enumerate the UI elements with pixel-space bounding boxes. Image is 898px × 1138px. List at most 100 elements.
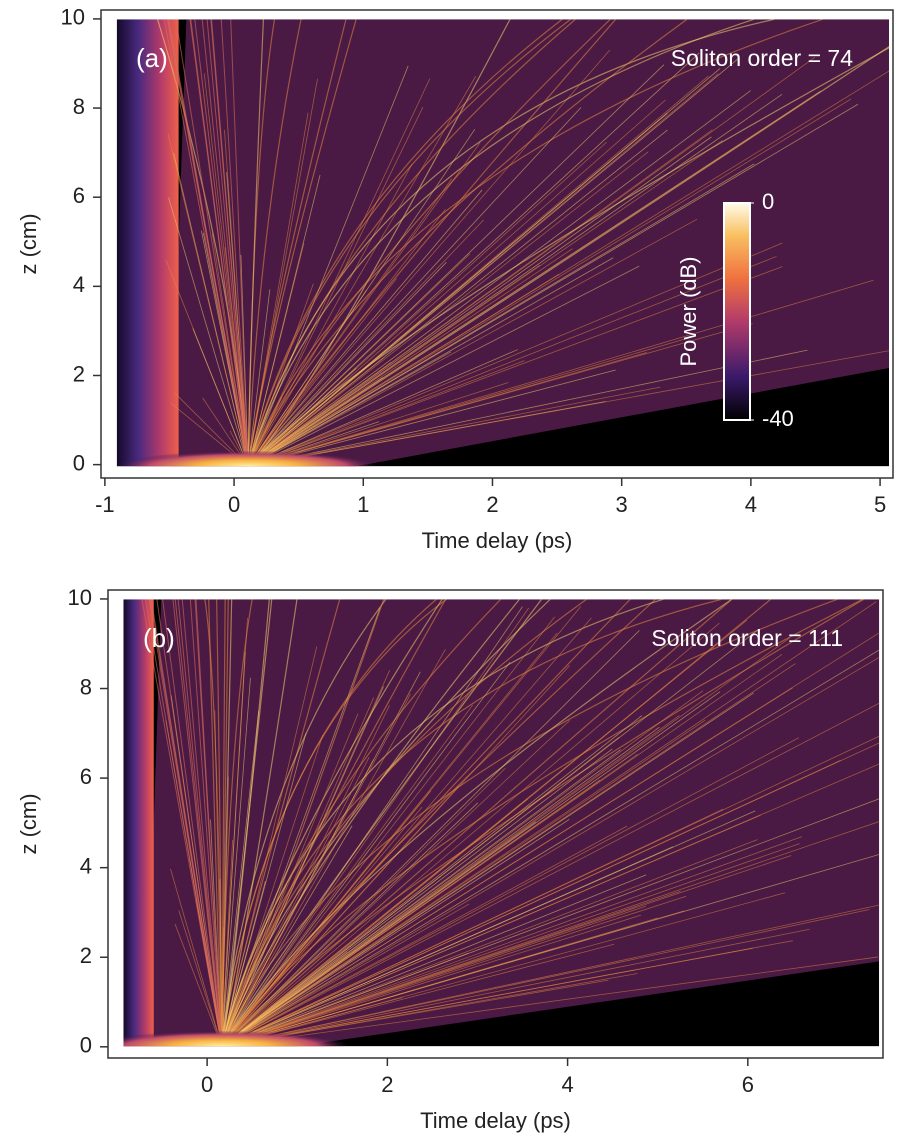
x-tick-label: 2 <box>486 492 498 517</box>
ray <box>221 905 647 1047</box>
ray <box>175 19 249 467</box>
ray <box>221 940 793 1047</box>
ray <box>221 661 511 1047</box>
ray <box>247 65 409 467</box>
ray <box>221 599 733 1047</box>
x-tick-label: 4 <box>561 1072 573 1097</box>
ray <box>221 704 474 1047</box>
x-tick-label: 0 <box>201 1072 213 1097</box>
x-axis-label: Time delay (ps) <box>420 1108 571 1133</box>
ray <box>221 599 253 1047</box>
ray <box>248 335 696 467</box>
ray <box>247 19 264 467</box>
ray <box>221 749 621 1047</box>
ray <box>247 19 755 467</box>
ray <box>247 349 518 467</box>
ray <box>221 798 880 1047</box>
ray <box>168 197 249 467</box>
ray <box>247 19 823 467</box>
ray <box>247 265 640 467</box>
ray <box>221 629 758 1047</box>
ray <box>221 846 674 1047</box>
ray <box>221 806 423 1047</box>
ray <box>221 825 628 1047</box>
y-tick-label: 6 <box>80 764 92 789</box>
ray <box>221 599 226 1047</box>
ray <box>221 607 530 1047</box>
ray <box>221 617 248 1047</box>
x-tick-label: 5 <box>874 492 886 517</box>
y-tick-label: 10 <box>68 585 92 610</box>
ray <box>247 94 816 467</box>
ray <box>247 64 665 467</box>
annotation: Soliton order = 74 <box>671 45 853 71</box>
ray <box>221 599 587 1047</box>
ray <box>221 737 800 1047</box>
ray <box>189 19 249 467</box>
ray <box>221 904 880 1047</box>
y-tick-label: 10 <box>61 5 85 30</box>
ray <box>174 923 223 1047</box>
ray <box>221 606 523 1047</box>
x-axis-label: Time delay (ps) <box>422 528 573 553</box>
field <box>170 19 890 467</box>
ray <box>201 19 249 467</box>
x-tick-label: -1 <box>95 492 115 517</box>
ray <box>221 818 570 1047</box>
ray <box>247 90 751 467</box>
y-tick-label: 4 <box>73 272 85 297</box>
ray <box>247 273 560 467</box>
ray <box>247 99 666 467</box>
ray <box>221 719 706 1047</box>
ray <box>248 349 808 467</box>
heatmap <box>116 19 890 467</box>
field <box>146 599 880 1047</box>
ray <box>247 174 321 467</box>
ray <box>221 802 479 1047</box>
panel-label: (b) <box>143 623 175 653</box>
ray <box>214 710 223 1047</box>
ray <box>221 814 761 1047</box>
ray <box>156 599 223 1047</box>
ray <box>221 895 687 1047</box>
ray <box>247 219 484 467</box>
y-tick-label: 8 <box>80 674 92 699</box>
ray <box>247 289 271 467</box>
ray <box>247 106 424 467</box>
ray <box>221 599 542 1047</box>
ray <box>221 720 571 1047</box>
ray <box>163 19 249 467</box>
ray <box>167 133 249 467</box>
glow <box>123 1030 351 1047</box>
ray <box>247 78 431 467</box>
ray <box>247 19 611 467</box>
ray <box>247 103 859 467</box>
ray <box>221 691 721 1047</box>
panel-label: (a) <box>136 43 168 73</box>
ray <box>221 677 251 1047</box>
ray <box>221 702 880 1047</box>
ray <box>221 928 810 1047</box>
ray <box>221 732 307 1047</box>
left-strip <box>123 599 154 1047</box>
ray <box>221 767 506 1047</box>
ray <box>248 350 890 467</box>
ray <box>247 19 302 467</box>
ray <box>211 19 249 467</box>
ray <box>221 903 470 1047</box>
ray <box>216 599 223 1047</box>
ray <box>221 692 754 1047</box>
ray <box>247 68 721 467</box>
ray <box>221 599 443 1047</box>
ray <box>174 599 223 1047</box>
ray <box>221 632 880 1047</box>
left-strip <box>116 19 179 467</box>
colorbar-tick-label: -40 <box>762 406 794 431</box>
x-tick-label: 0 <box>228 492 240 517</box>
ray <box>221 710 260 1047</box>
ray <box>221 753 638 1047</box>
ray <box>247 49 611 467</box>
frame <box>107 589 884 1059</box>
y-tick-label: 2 <box>73 361 85 386</box>
ray <box>221 874 647 1047</box>
